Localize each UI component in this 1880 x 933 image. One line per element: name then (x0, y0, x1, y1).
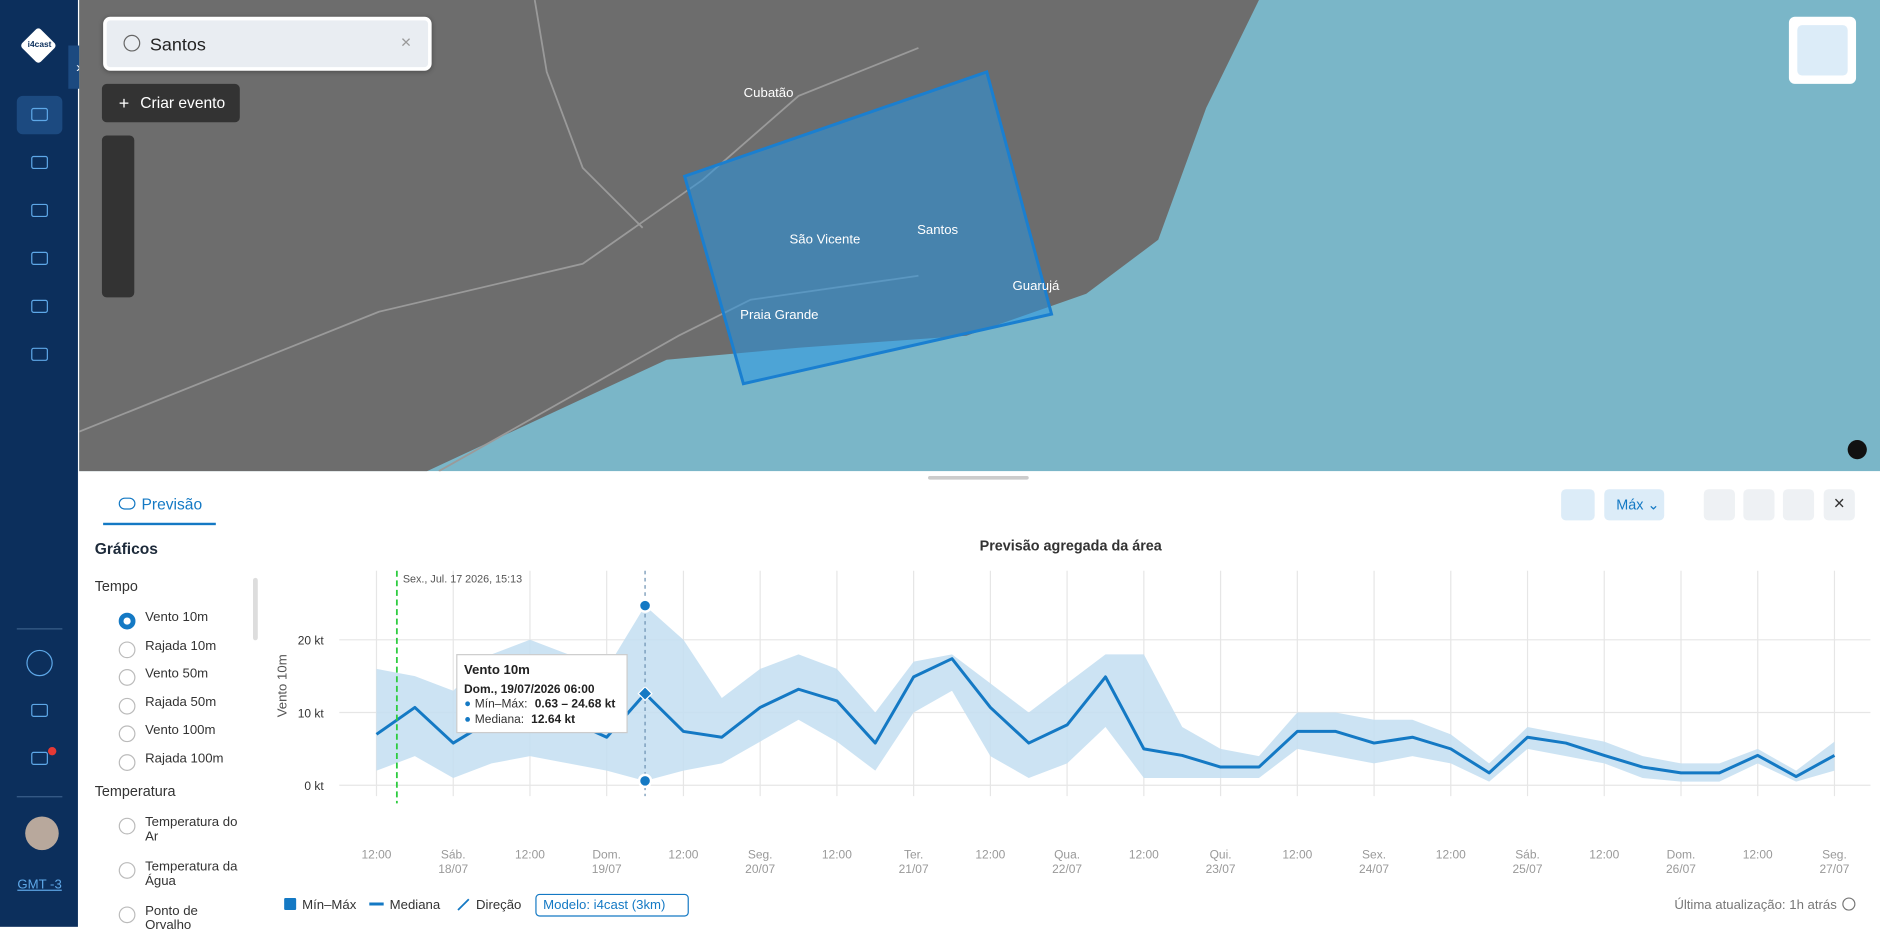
nav-map[interactable] (31, 299, 48, 313)
chart-options: Tempo Vento 10m Rajada 10m Vento 50m Rajada … (79, 568, 259, 933)
create-event-label: Criar evento (140, 93, 226, 112)
road (533, 0, 644, 229)
radio[interactable] (118, 725, 136, 743)
search-icon (123, 34, 141, 52)
option[interactable]: Ponto de Orvalho (145, 904, 198, 933)
option[interactable]: Vento 100m (145, 722, 216, 738)
map-label: São Vicente (790, 231, 861, 246)
nav-guide[interactable] (26, 649, 53, 677)
info-button[interactable] (1847, 440, 1867, 460)
nav-monitor[interactable] (31, 203, 48, 218)
radio[interactable] (118, 862, 136, 879)
option[interactable]: Temperatura da Água (145, 859, 238, 889)
stat-label: Máx (1616, 496, 1644, 514)
section-title: Gráficos (94, 539, 158, 558)
plus: + (118, 93, 130, 114)
logo-text: i4cast (27, 40, 52, 50)
map-tools (101, 135, 135, 298)
tab[interactable]: Previsão (141, 495, 203, 514)
map-label: Santos (917, 222, 958, 237)
radio[interactable] (118, 669, 136, 686)
option[interactable]: Vento 10m (145, 610, 209, 625)
area-selection[interactable] (682, 69, 1054, 386)
nav-buoy[interactable] (31, 347, 48, 361)
group-title: Tempo (94, 577, 138, 595)
stat-button[interactable]: Máx ⌄ (1604, 489, 1665, 521)
calendar-button[interactable] (1561, 489, 1595, 521)
timezone[interactable]: GMT -3 (17, 877, 62, 893)
download-button[interactable] (1743, 489, 1775, 521)
close-button[interactable]: × (1823, 489, 1855, 521)
clear[interactable]: × (400, 32, 412, 53)
map-label: Cubatão (744, 85, 794, 100)
nav-waves[interactable] (31, 155, 48, 170)
option[interactable]: Rajada 100m (145, 751, 224, 766)
sidebar: i4cast › GMT -3 (0, 0, 89, 927)
divider (16, 796, 63, 798)
map-label: Guarujá (1012, 278, 1060, 293)
avatar[interactable] (25, 816, 59, 851)
search-box[interactable]: Santos × (103, 16, 432, 71)
radio[interactable] (118, 697, 136, 715)
radio[interactable] (118, 817, 136, 835)
create-event[interactable]: Criar evento (101, 83, 240, 123)
nav-alerts[interactable] (31, 251, 48, 265)
search-query: Santos (149, 34, 206, 56)
map-label: Praia Grande (740, 307, 818, 322)
radio[interactable] (118, 753, 136, 771)
table-button[interactable] (1782, 489, 1815, 521)
divider (16, 628, 63, 630)
nav-charts[interactable] (31, 107, 48, 122)
handle[interactable] (928, 476, 1029, 480)
option[interactable]: Rajada 50m (145, 694, 217, 710)
radio[interactable] (118, 612, 136, 630)
option[interactable]: Rajada 10m (145, 638, 217, 653)
nav-gifts[interactable] (31, 751, 48, 765)
nav-notifications[interactable] (31, 703, 48, 718)
layers-icon (1797, 25, 1848, 76)
share-button[interactable] (1703, 489, 1735, 521)
map: Cubatão São Vicente Santos Guarujá Praia… (79, 0, 1880, 472)
group-title: Temperatura (94, 782, 176, 800)
forecast-panel: Previsão Máx ⌄ × Gráficos Tempo Vento 10m… (79, 472, 1880, 933)
radio[interactable] (118, 640, 136, 658)
option[interactable]: Temperatura do Ar (145, 815, 238, 845)
tab-icon (118, 497, 136, 510)
road (79, 47, 919, 433)
badge (47, 746, 57, 756)
radio[interactable] (118, 906, 136, 924)
nav-active[interactable] (16, 95, 63, 135)
option[interactable]: Vento 50m (145, 666, 209, 682)
scrollbar (252, 577, 258, 641)
tab-underline (103, 522, 216, 526)
